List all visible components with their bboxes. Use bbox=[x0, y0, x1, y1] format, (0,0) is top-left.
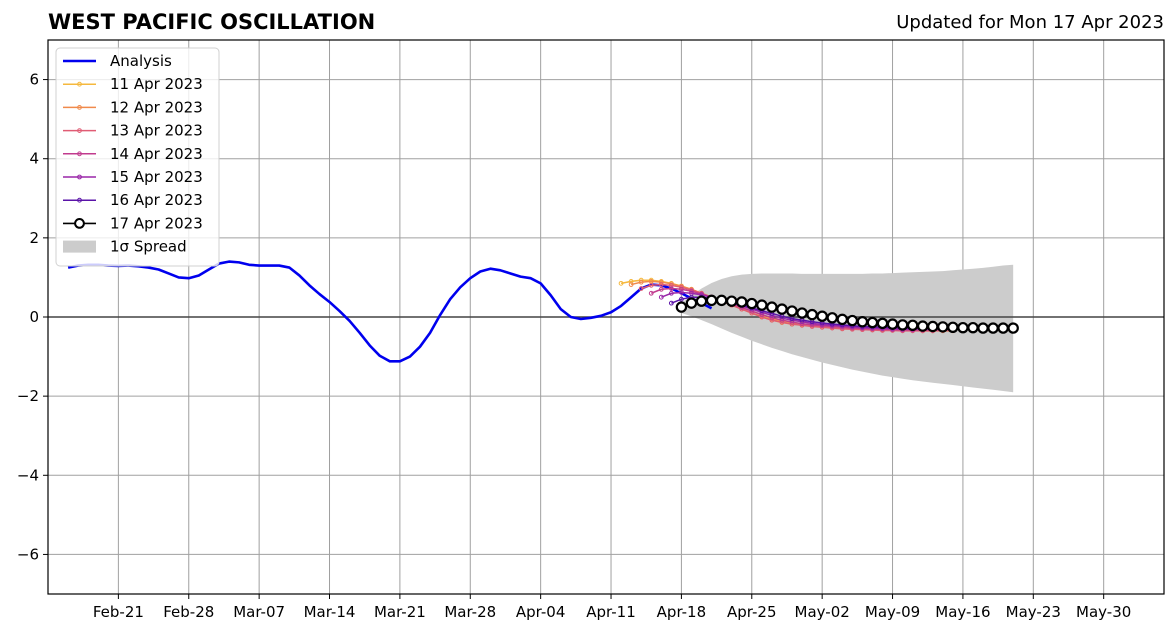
main-forecast-point bbox=[675, 301, 688, 313]
main-forecast-point bbox=[1007, 322, 1019, 334]
legend-label: 11 Apr 2023 bbox=[110, 75, 203, 93]
main-forecast-point bbox=[685, 297, 698, 309]
main-forecast-point bbox=[836, 313, 848, 326]
main-forecast-point bbox=[756, 299, 768, 311]
forecast-point bbox=[679, 296, 684, 302]
chart-subtitle: Updated for Mon 17 Apr 2023 bbox=[896, 12, 1164, 33]
legend-label: 15 Apr 2023 bbox=[110, 168, 203, 186]
legend-label: 13 Apr 2023 bbox=[110, 122, 203, 140]
main-forecast-point bbox=[826, 312, 838, 324]
legend-swatch-marker bbox=[77, 81, 82, 87]
legend-box bbox=[55, 47, 220, 267]
forecast-point bbox=[668, 282, 674, 288]
x-tick-label: Apr-11 bbox=[586, 603, 636, 621]
main-forecast-point bbox=[896, 319, 909, 331]
forecast-point bbox=[668, 286, 674, 291]
legend-label: 1σ Spread bbox=[110, 238, 187, 256]
forecast-point bbox=[638, 286, 644, 291]
forecast-point bbox=[668, 300, 674, 306]
main-forecast-point bbox=[957, 321, 969, 334]
x-tick-label: May-23 bbox=[1006, 603, 1061, 621]
y-tick-label: −6 bbox=[17, 545, 39, 563]
main-forecast-point bbox=[967, 321, 979, 334]
analysis-line bbox=[67, 260, 713, 363]
forecast-point bbox=[658, 294, 664, 300]
x-tick-label: Mar-21 bbox=[374, 603, 426, 621]
main-forecast-point bbox=[715, 294, 728, 307]
x-tick-label: May-09 bbox=[865, 603, 920, 621]
y-tick-label: 2 bbox=[29, 229, 39, 247]
main-forecast-point bbox=[997, 322, 1009, 334]
main-forecast-point bbox=[856, 316, 869, 328]
forecast-point bbox=[638, 279, 644, 285]
main-forecast-point bbox=[786, 305, 798, 317]
main-forecast-point bbox=[987, 322, 999, 334]
main-forecast-point bbox=[937, 321, 949, 333]
legend-label: 17 Apr 2023 bbox=[110, 214, 203, 232]
legend-swatch bbox=[63, 240, 96, 253]
main-forecast-point bbox=[927, 320, 939, 333]
x-tick-label: Apr-04 bbox=[516, 603, 566, 621]
x-tick-label: Feb-28 bbox=[163, 603, 214, 621]
forecast-point bbox=[628, 278, 634, 284]
legend-swatch-marker bbox=[74, 218, 85, 229]
legend-label: 14 Apr 2023 bbox=[110, 145, 203, 163]
x-tick-label: Mar-07 bbox=[233, 603, 285, 621]
forecast-point bbox=[618, 280, 624, 286]
forecast-point bbox=[648, 290, 654, 296]
main-forecast-point bbox=[695, 295, 708, 307]
main-forecast-point bbox=[886, 318, 899, 330]
main-forecast-point bbox=[766, 301, 778, 313]
legend-swatch-marker bbox=[77, 197, 82, 203]
forecast-point bbox=[658, 282, 664, 287]
main-forecast-point bbox=[705, 294, 718, 307]
main-forecast-point bbox=[876, 317, 889, 330]
x-tick-label: Apr-18 bbox=[657, 603, 707, 621]
forecast-point bbox=[658, 286, 664, 292]
main-forecast-point bbox=[776, 303, 788, 315]
forecast-point bbox=[679, 286, 684, 292]
x-tick-label: May-16 bbox=[935, 603, 990, 621]
forecast-point bbox=[648, 282, 654, 288]
y-tick-label: −4 bbox=[17, 466, 39, 484]
forecast-point bbox=[679, 290, 684, 295]
main-forecast-point bbox=[816, 310, 828, 322]
legend-swatch-marker bbox=[77, 174, 82, 180]
forecast-point bbox=[668, 290, 674, 296]
legend-swatch-marker bbox=[77, 105, 82, 110]
legend-label: 16 Apr 2023 bbox=[110, 191, 203, 209]
legend-label: 12 Apr 2023 bbox=[110, 98, 203, 116]
chart-title: WEST PACIFIC OSCILLATION bbox=[48, 10, 376, 34]
forecast-point bbox=[628, 282, 634, 287]
main-forecast-point bbox=[725, 295, 738, 307]
y-tick-label: 0 bbox=[29, 308, 39, 326]
main-forecast-point bbox=[796, 307, 808, 319]
x-tick-label: May-30 bbox=[1076, 603, 1131, 621]
main-forecast-point bbox=[917, 320, 929, 332]
main-forecast-point bbox=[947, 321, 959, 333]
x-tick-label: Mar-28 bbox=[444, 603, 496, 621]
legend-label: Analysis bbox=[110, 52, 172, 70]
x-tick-label: Mar-14 bbox=[304, 603, 356, 621]
main-forecast-point bbox=[906, 319, 919, 332]
main-forecast-point bbox=[806, 308, 818, 321]
main-forecast-point bbox=[746, 297, 758, 310]
y-tick-label: 4 bbox=[29, 150, 39, 168]
main-forecast-point bbox=[977, 322, 989, 334]
x-tick-label: Feb-21 bbox=[93, 603, 144, 621]
main-forecast-point bbox=[736, 296, 748, 308]
y-tick-label: 6 bbox=[29, 71, 39, 89]
main-forecast-point bbox=[866, 316, 879, 329]
x-tick-label: Apr-25 bbox=[727, 603, 777, 621]
main-forecast-point bbox=[846, 314, 859, 327]
legend: Analysis 11 Apr 2023 12 Apr 2023 13 Apr 202… bbox=[55, 47, 220, 267]
main-forecast-series bbox=[675, 294, 1019, 334]
x-tick-label: May-02 bbox=[795, 603, 850, 621]
legend-swatch-marker bbox=[77, 151, 82, 157]
y-tick-label: −2 bbox=[17, 387, 39, 405]
legend-swatch-marker bbox=[77, 128, 82, 134]
